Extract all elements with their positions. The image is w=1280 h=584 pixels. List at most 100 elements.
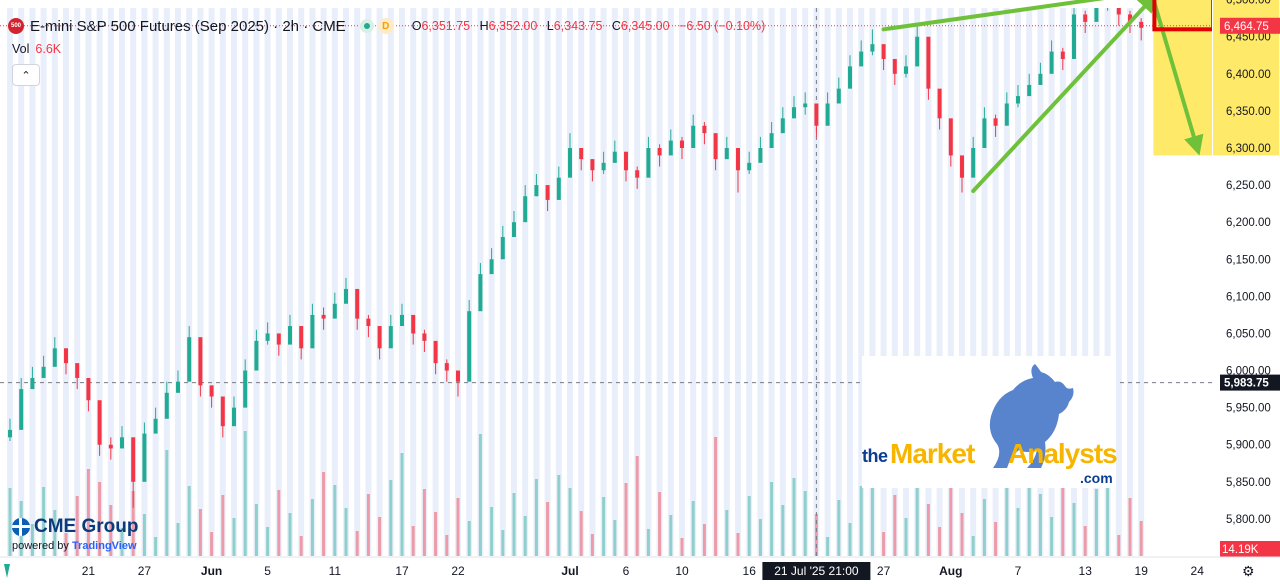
volume-bar bbox=[602, 497, 606, 556]
candle-body bbox=[276, 333, 281, 345]
session-band bbox=[757, 8, 764, 556]
target-arrow bbox=[1151, 0, 1204, 156]
volume-bar bbox=[624, 483, 628, 556]
candle-body bbox=[1004, 103, 1009, 126]
volume-bar bbox=[478, 434, 482, 556]
volume-bar bbox=[546, 502, 550, 556]
bull-icon bbox=[989, 364, 1074, 468]
session-band bbox=[231, 8, 237, 556]
volume-bar bbox=[702, 524, 706, 556]
session-band bbox=[533, 8, 540, 556]
session-band bbox=[1059, 8, 1066, 556]
price-axis[interactable]: 6,550.006,500.006,450.006,400.006,350.00… bbox=[1212, 0, 1280, 584]
candle-body bbox=[30, 377, 35, 390]
volume-bar bbox=[366, 494, 370, 556]
session-band bbox=[354, 8, 361, 556]
scroll-marker-icon bbox=[4, 564, 10, 578]
lower-trendline bbox=[971, 0, 1158, 194]
volume-bar bbox=[882, 532, 886, 556]
collapse-legend-button[interactable]: ⌃ bbox=[12, 64, 40, 86]
session-band bbox=[746, 8, 753, 556]
candle-body bbox=[97, 400, 102, 445]
watermark-market: Market bbox=[890, 438, 975, 469]
session-band bbox=[51, 8, 58, 556]
session-band bbox=[74, 8, 81, 556]
gear-icon[interactable]: ⚙ bbox=[1242, 563, 1255, 579]
symbol-title[interactable]: E-mini S&P 500 Futures (Sep 2025) · 2h ·… bbox=[30, 17, 346, 35]
time-tick-label: 22 bbox=[451, 564, 465, 578]
volume-bar bbox=[187, 486, 191, 556]
volume-bar bbox=[680, 538, 684, 556]
candle-body bbox=[881, 44, 886, 59]
candle-body bbox=[556, 177, 561, 200]
session-band bbox=[791, 8, 797, 556]
volume-bar bbox=[837, 500, 841, 556]
volume-bar bbox=[949, 440, 953, 556]
candle-body bbox=[1027, 84, 1032, 97]
candle-body bbox=[243, 370, 248, 408]
candle-body bbox=[915, 36, 920, 67]
time-axis[interactable]: 21 27 Jun 5 11 17 22 Jul 6 10 16 27 Aug 7 13 19 24 21 Jul… bbox=[0, 556, 1280, 580]
candle-body bbox=[1128, 14, 1132, 22]
session-band bbox=[298, 8, 305, 556]
candle-body bbox=[254, 340, 259, 371]
crosshair-price-label: 5,983.75 bbox=[1224, 378, 1269, 390]
candle-body bbox=[713, 133, 718, 160]
volume-bar bbox=[1106, 462, 1110, 556]
candle-body bbox=[1038, 73, 1043, 85]
volume-bar bbox=[814, 514, 818, 556]
time-tick-label: 11 bbox=[329, 564, 342, 578]
time-tick-label: 21 bbox=[82, 564, 96, 578]
time-tick-label: 7 bbox=[1015, 564, 1022, 578]
session-band bbox=[1093, 8, 1100, 556]
volume-bar bbox=[568, 488, 572, 556]
powered-by[interactable]: powered by TradingView bbox=[12, 540, 139, 552]
volume-bar bbox=[266, 527, 270, 556]
market-open-icon[interactable] bbox=[359, 19, 374, 33]
volume-bar bbox=[1083, 526, 1087, 556]
volume-axis-label: 14.19K bbox=[1222, 544, 1259, 556]
candle-body bbox=[265, 333, 270, 341]
symbol-badge[interactable]: 500 bbox=[8, 18, 24, 34]
session-band bbox=[219, 8, 226, 556]
volume-bar bbox=[434, 512, 438, 556]
volume-bar bbox=[310, 499, 314, 556]
session-band bbox=[667, 8, 674, 556]
candle-body bbox=[579, 148, 584, 160]
session-band bbox=[735, 8, 741, 556]
candle-body bbox=[288, 326, 292, 345]
candle-body bbox=[310, 314, 315, 349]
candle-body bbox=[814, 103, 819, 126]
crosshair-date-label: 21 Jul '25 21:00 bbox=[774, 564, 859, 578]
volume-legend: Vol 6.6K bbox=[12, 42, 61, 56]
session-band bbox=[623, 8, 629, 556]
candle-body bbox=[1139, 21, 1144, 28]
volume-bar bbox=[30, 524, 34, 556]
volume-bar bbox=[411, 526, 415, 556]
ohlc-low-label: L bbox=[546, 19, 554, 33]
session-band bbox=[970, 8, 977, 556]
tradingview-link[interactable]: TradingView bbox=[71, 540, 137, 552]
candle-body bbox=[120, 437, 124, 449]
session-band bbox=[309, 8, 316, 556]
volume-bar bbox=[725, 510, 729, 556]
last-price-label: 6,464.75 bbox=[1224, 21, 1269, 33]
candle-body bbox=[982, 118, 987, 148]
candle-body bbox=[52, 348, 57, 367]
session-band bbox=[488, 8, 495, 556]
candle-body bbox=[803, 103, 808, 108]
session-band bbox=[152, 8, 159, 556]
session-band bbox=[455, 8, 461, 556]
volume-label: Vol bbox=[12, 42, 30, 56]
volume-bar bbox=[53, 510, 57, 556]
session-band bbox=[835, 8, 842, 556]
volume-bar bbox=[590, 534, 594, 556]
candle-body bbox=[489, 259, 494, 275]
candle-body bbox=[769, 133, 774, 148]
candle-body bbox=[433, 340, 438, 364]
session-band bbox=[130, 8, 137, 556]
candle-body bbox=[64, 348, 68, 364]
volume-bar bbox=[613, 520, 617, 556]
interval-badge[interactable]: D bbox=[377, 18, 394, 34]
